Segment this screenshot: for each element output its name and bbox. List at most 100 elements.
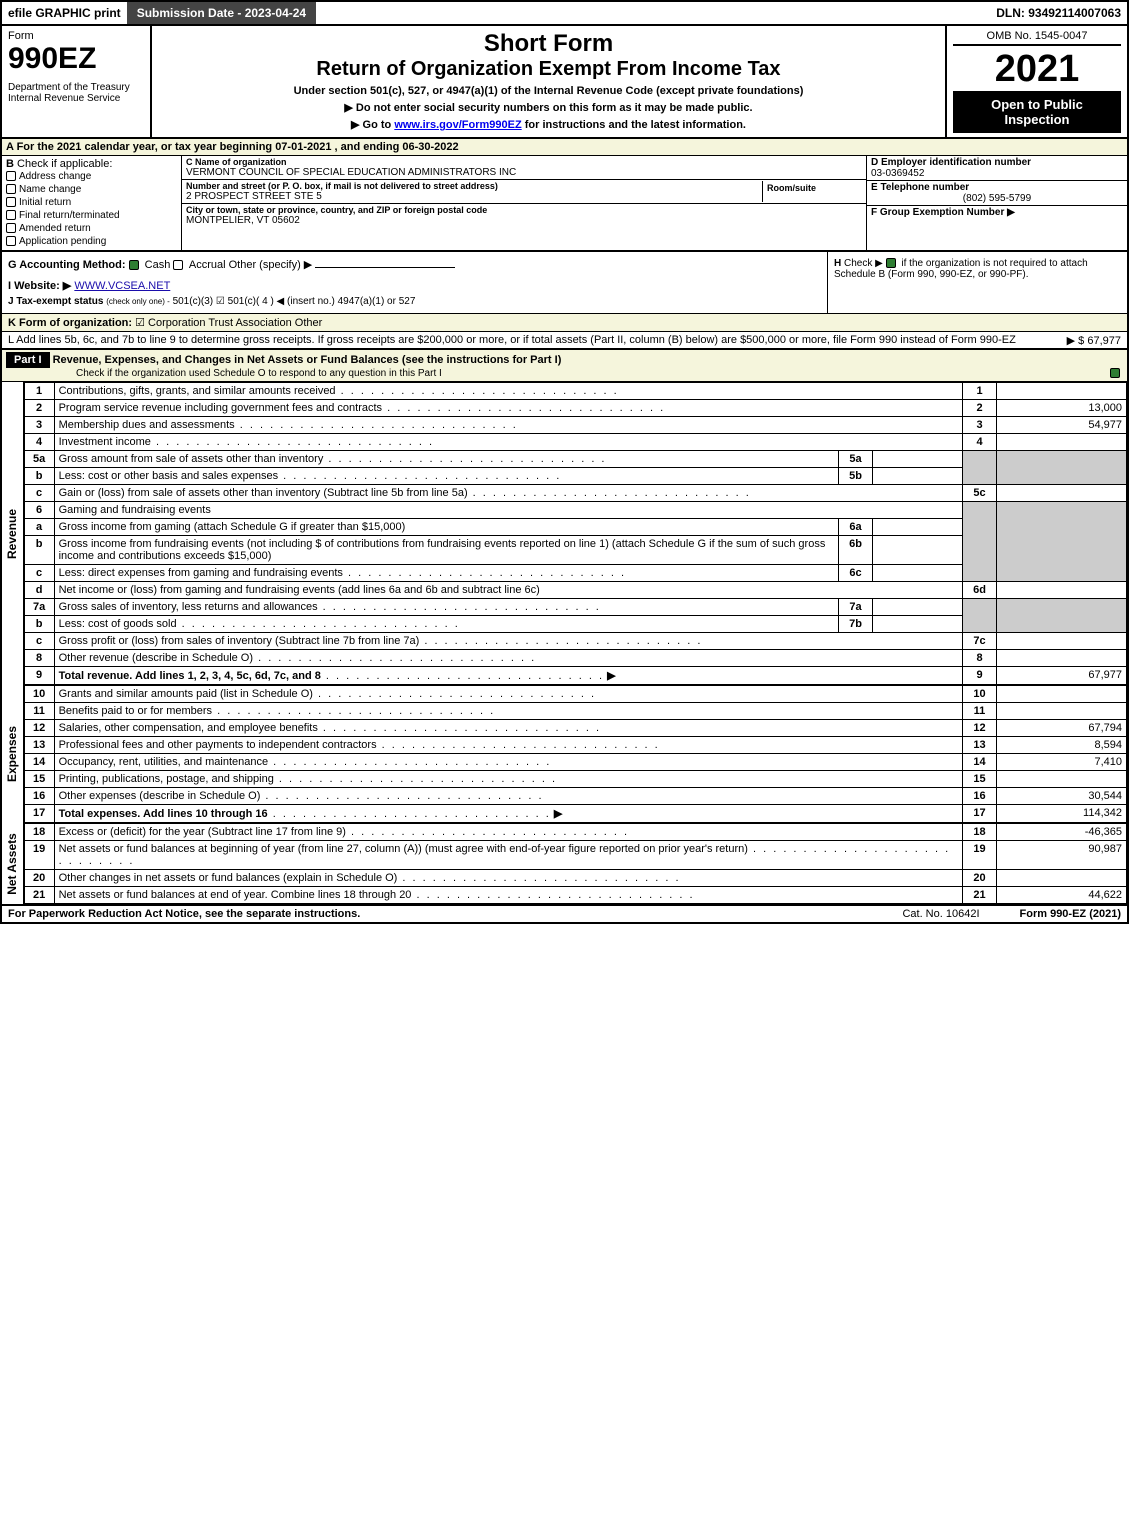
f-label: F Group Exemption Number ▶: [871, 207, 1015, 218]
submission-date: Submission Date - 2023-04-24: [127, 2, 316, 24]
line-3: 3Membership dues and assessments354,977: [24, 417, 1126, 434]
line-6b: bGross income from fundraising events (n…: [24, 536, 1126, 565]
phone-value: (802) 595-5799: [871, 193, 1123, 204]
line-4: 4Investment income4: [24, 434, 1126, 451]
form-header: Form 990EZ Department of the Treasury In…: [2, 26, 1127, 139]
tax-year: 2021: [953, 48, 1121, 91]
header-right: OMB No. 1545-0047 2021 Open to Public In…: [947, 26, 1127, 137]
subtitle-3: ▶ Go to www.irs.gov/Form990EZ for instru…: [158, 118, 939, 131]
section-k: K Form of organization: ☑ Corporation Tr…: [2, 314, 1127, 332]
part-1-title: Revenue, Expenses, and Changes in Net As…: [53, 354, 562, 366]
org-name-row: C Name of organization VERMONT COUNCIL O…: [182, 156, 866, 180]
city-value: MONTPELIER, VT 05602: [186, 215, 862, 226]
city-row: City or town, state or province, country…: [182, 204, 866, 227]
g-label: G Accounting Method:: [8, 259, 126, 271]
header-center: Short Form Return of Organization Exempt…: [152, 26, 947, 137]
line-14: 14Occupancy, rent, utilities, and mainte…: [24, 754, 1126, 771]
h-check: Check ▶: [844, 258, 883, 269]
b-check-label: Check if applicable:: [17, 158, 112, 170]
footer-catno: Cat. No. 10642I: [902, 908, 979, 920]
ein-value: 03-0369452: [871, 168, 1123, 179]
form-number: 990EZ: [8, 42, 144, 76]
org-name: VERMONT COUNCIL OF SPECIAL EDUCATION ADM…: [186, 167, 862, 178]
chk-accrual[interactable]: [173, 260, 183, 270]
line-18: 18Excess or (deficit) for the year (Subt…: [24, 824, 1126, 841]
j-options: 501(c)(3) ☑ 501(c)( 4 ) ◀ (insert no.) 4…: [173, 296, 416, 307]
line-2: 2Program service revenue including gover…: [24, 400, 1126, 417]
line-5b: bLess: cost or other basis and sales exp…: [24, 468, 1126, 485]
sub3-pre: ▶ Go to: [351, 119, 394, 131]
part-1-bar: Part I: [6, 352, 50, 368]
i-label: I Website: ▶: [8, 280, 71, 292]
line-7a: 7aGross sales of inventory, less returns…: [24, 599, 1126, 616]
line-11: 11Benefits paid to or for members11: [24, 703, 1126, 720]
line-7b: bLess: cost of goods sold7b: [24, 616, 1126, 633]
chk-amended-return[interactable]: Amended return: [6, 222, 177, 235]
netassets-sidelabel: Net Assets: [2, 823, 24, 904]
section-d-e-f: D Employer identification number 03-0369…: [867, 156, 1127, 250]
line-6a: aGross income from gaming (attach Schedu…: [24, 519, 1126, 536]
efile-print-label[interactable]: efile GRAPHIC print: [2, 4, 127, 22]
chk-cash[interactable]: [129, 260, 139, 270]
d-ein: D Employer identification number 03-0369…: [867, 156, 1127, 181]
irs-link[interactable]: www.irs.gov/Form990EZ: [394, 119, 521, 131]
dln-label: DLN: 93492114007063: [990, 4, 1127, 22]
k-label: K Form of organization:: [8, 317, 132, 329]
form-label: Form: [8, 30, 144, 42]
form-990ez-page: efile GRAPHIC print Submission Date - 20…: [0, 0, 1129, 924]
expenses-table: 10Grants and similar amounts paid (list …: [24, 685, 1127, 823]
line-8: 8Other revenue (describe in Schedule O)8: [24, 650, 1126, 667]
l-amount: ▶ $ 67,977: [1067, 334, 1121, 347]
subtitle-2: ▶ Do not enter social security numbers o…: [158, 101, 939, 114]
line-10: 10Grants and similar amounts paid (list …: [24, 686, 1126, 703]
line-1: 1Contributions, gifts, grants, and simil…: [24, 383, 1126, 400]
line-6c: cLess: direct expenses from gaming and f…: [24, 565, 1126, 582]
header-left: Form 990EZ Department of the Treasury In…: [2, 26, 152, 137]
section-c: C Name of organization VERMONT COUNCIL O…: [182, 156, 867, 250]
website-link[interactable]: WWW.VCSEA.NET: [74, 280, 170, 292]
line-5c: cGain or (loss) from sale of assets othe…: [24, 485, 1126, 502]
chk-address-change[interactable]: Address change: [6, 170, 177, 183]
dept-treasury: Department of the Treasury: [8, 82, 144, 93]
irs-label: Internal Revenue Service: [8, 93, 144, 104]
h-label: H: [834, 258, 841, 269]
footer-formver: Form 990-EZ (2021): [1020, 908, 1121, 920]
line-21: 21Net assets or fund balances at end of …: [24, 887, 1126, 904]
line-15: 15Printing, publications, postage, and s…: [24, 771, 1126, 788]
revenue-table: 1Contributions, gifts, grants, and simil…: [24, 382, 1127, 685]
e-phone: E Telephone number (802) 595-5799: [867, 181, 1127, 206]
section-j: J Tax-exempt status (check only one) - 5…: [8, 296, 821, 307]
g-h-row: G Accounting Method: Cash Accrual Other …: [2, 252, 1127, 314]
chk-schedule-b[interactable]: [886, 258, 896, 268]
chk-initial-return[interactable]: Initial return: [6, 196, 177, 209]
section-i: I Website: ▶ WWW.VCSEA.NET: [8, 279, 821, 292]
section-l: L Add lines 5b, 6c, and 7b to line 9 to …: [2, 332, 1127, 349]
room-suite: Room/suite: [762, 181, 862, 202]
line-6: 6Gaming and fundraising events: [24, 502, 1126, 519]
chk-name-change[interactable]: Name change: [6, 183, 177, 196]
chk-application-pending[interactable]: Application pending: [6, 235, 177, 248]
chk-final-return[interactable]: Final return/terminated: [6, 209, 177, 222]
return-title: Return of Organization Exempt From Incom…: [158, 58, 939, 81]
line-20: 20Other changes in net assets or fund ba…: [24, 870, 1126, 887]
street-label: Number and street (or P. O. box, if mail…: [186, 181, 762, 191]
line-9: 9Total revenue. Add lines 1, 2, 3, 4, 5c…: [24, 667, 1126, 685]
revenue-sidelabel: Revenue: [2, 382, 24, 685]
d-label: D Employer identification number: [871, 157, 1031, 168]
omb-number: OMB No. 1545-0047: [953, 30, 1121, 46]
line-5a: 5aGross amount from sale of assets other…: [24, 451, 1126, 468]
b-label: B: [6, 158, 14, 170]
chk-schedule-o[interactable]: [1110, 368, 1120, 378]
e-label: E Telephone number: [871, 182, 969, 193]
netassets-section: Net Assets 18Excess or (deficit) for the…: [2, 823, 1127, 904]
line-13: 13Professional fees and other payments t…: [24, 737, 1126, 754]
j-label: J Tax-exempt status: [8, 296, 103, 307]
street-value: 2 PROSPECT STREET STE 5: [186, 191, 762, 202]
line-6d: dNet income or (loss) from gaming and fu…: [24, 582, 1126, 599]
c-name-label: C Name of organization: [186, 157, 862, 167]
part-1-check: Check if the organization used Schedule …: [6, 368, 1123, 379]
l-text: L Add lines 5b, 6c, and 7b to line 9 to …: [8, 334, 1016, 346]
f-group-exemption: F Group Exemption Number ▶: [867, 206, 1127, 219]
netassets-table: 18Excess or (deficit) for the year (Subt…: [24, 823, 1127, 904]
street-row: Number and street (or P. O. box, if mail…: [182, 180, 866, 204]
